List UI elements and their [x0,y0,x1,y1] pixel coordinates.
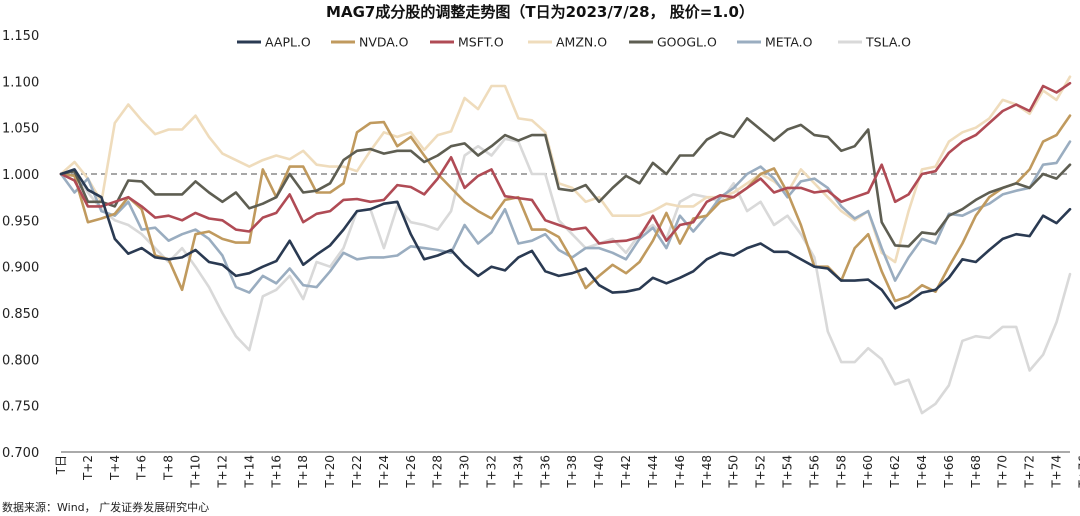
x-tick-label: T+20 [323,455,337,489]
y-tick-label: 0.900 [2,261,39,276]
x-tick-label: T+16 [269,455,283,489]
legend-label: NVDA.O [359,35,409,50]
x-tick-label: T+8 [162,455,176,481]
x-tick-label: T+64 [915,455,929,489]
x-tick-label: T+74 [1050,455,1064,489]
y-tick-label: 0.700 [2,446,39,461]
x-tick-label: T+68 [969,455,983,489]
legend-label: GOOGL.O [657,35,717,50]
y-axis: 0.700 0.750 0.800 0.850 0.900 0.950 1.000 1.050… [2,29,39,461]
legend-label: AAPL.O [265,35,311,50]
chart-title: MAG7成分股的调整走势图（T日为2023/7/28， 股价=1.0） [326,3,754,21]
x-tick-label: T+54 [780,455,794,489]
legend-label: TSLA.O [865,35,911,50]
x-tick-label: T+72 [1023,455,1037,489]
x-tick-label: T+70 [996,455,1010,489]
x-tick-label: T+2 [81,455,95,481]
x-tick-label: T+76 [1076,455,1080,489]
series-lines [59,75,1072,415]
legend-label: AMZN.O [556,35,607,50]
series-line-nvda-o [59,114,1072,303]
y-tick-label: 1.050 [2,122,39,137]
x-tick-label: T+50 [727,455,741,489]
y-tick-label: 1.150 [2,29,39,44]
x-tick-label: T+24 [377,455,391,489]
series-line-googl-o [59,117,1072,248]
x-tick-label: T+44 [646,455,660,489]
x-tick-label: T+26 [404,455,418,489]
series-line-meta-o [59,140,1072,294]
y-tick-label: 0.850 [2,307,39,322]
x-tick-label: T+28 [431,455,445,489]
x-tick-label: T+18 [296,455,310,489]
legend-label: MSFT.O [458,35,504,50]
x-tick-label: T+56 [807,455,821,489]
x-tick-label: T+58 [834,455,848,489]
y-tick-label: 1.100 [2,75,39,90]
x-tick-label: T+14 [242,455,256,489]
y-tick-label: 0.800 [2,353,39,368]
x-tick-label: T+48 [700,455,714,489]
series-line-aapl-o [59,168,1072,310]
source-note: 数据来源：Wind， 广发证券发展研究中心 [2,501,210,514]
x-tick-label: T+22 [350,455,364,489]
legend-label: META.O [765,35,813,50]
x-tick-label: T+60 [861,455,875,489]
legend: AAPL.O NVDA.O MSFT.O AMZN.O GOOGL.O META.O TSL… [237,35,911,50]
x-tick-label: T+46 [673,455,687,489]
x-axis: T日 T+2 T+4 T+6 T+8 T+10 T+12 T+14 T+16 T+18 T+20 T+… [54,451,1080,489]
x-tick-label: T+10 [189,455,203,489]
series-line-msft-o [59,81,1072,245]
x-tick-label: T+4 [108,455,122,481]
x-tick-label: T+34 [511,455,525,489]
x-tick-label: T+66 [942,455,956,489]
x-tick-label: T+36 [538,455,552,489]
x-tick-label: T+62 [888,455,902,489]
x-tick-label: T+32 [485,455,499,489]
x-tick-label: T+12 [215,455,229,489]
x-tick-label: T日 [54,455,68,475]
x-tick-label: T+40 [592,455,606,489]
series-line-amzn-o [59,75,1072,264]
x-tick-label: T+38 [565,455,579,489]
x-tick-label: T+6 [135,455,149,481]
x-tick-label: T+42 [619,455,633,489]
y-tick-label: 1.000 [2,168,39,183]
x-tick-label: T+52 [754,455,768,489]
x-tick-label: T+30 [458,455,472,489]
y-tick-label: 0.750 [2,400,39,415]
y-tick-label: 0.950 [2,214,39,229]
